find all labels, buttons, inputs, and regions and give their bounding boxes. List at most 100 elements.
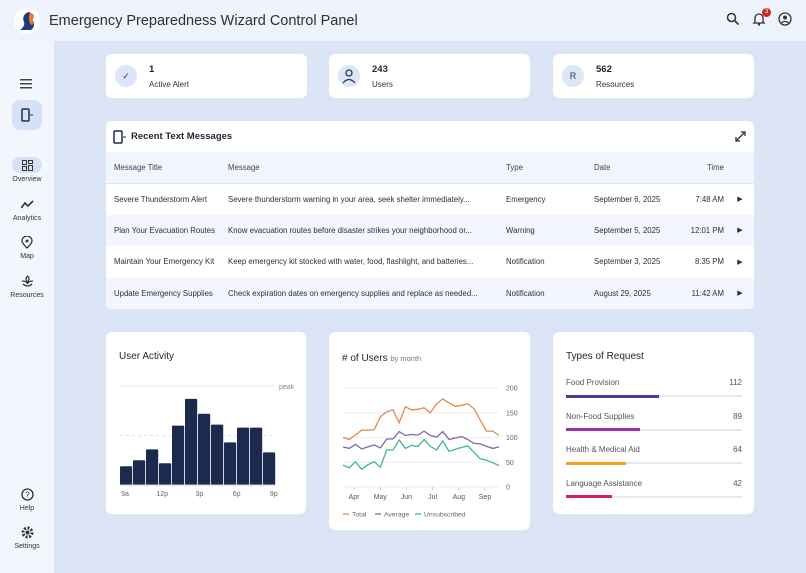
activity-bar bbox=[133, 460, 146, 485]
table-cell: 7:48 AM bbox=[695, 194, 724, 204]
chevron-right-icon[interactable]: ▶ bbox=[737, 227, 743, 235]
check-icon: ✓ bbox=[115, 65, 137, 87]
request-label: Health & Medical Aid bbox=[566, 445, 640, 454]
x-tick-label: Apr bbox=[349, 494, 361, 501]
activity-bar bbox=[146, 449, 159, 485]
table-row[interactable]: Update Emergency Supplies Check expiratio… bbox=[106, 277, 754, 309]
table-cell: August 29, 2025 bbox=[594, 277, 674, 309]
request-label: Food Provision bbox=[566, 378, 620, 387]
x-tick-label: 9a bbox=[121, 491, 129, 498]
app-logo bbox=[14, 7, 40, 34]
progress-fill bbox=[566, 495, 612, 498]
user-icon bbox=[338, 65, 360, 87]
column-header[interactable]: Type bbox=[506, 152, 594, 184]
sidebar-item-label: Analytics bbox=[12, 215, 41, 222]
chevron-right-icon[interactable]: ▶ bbox=[737, 290, 743, 298]
table-cell: Keep emergency kit stocked with water, f… bbox=[228, 257, 474, 267]
sidebar-item-label: Resources bbox=[10, 292, 44, 299]
trend-icon bbox=[12, 196, 42, 212]
stat-value: 243 bbox=[372, 63, 388, 75]
card-title: Types of Request bbox=[566, 351, 644, 362]
table-cell: Severe thunderstorm warning in your area… bbox=[228, 194, 470, 204]
table-cell: Know evacuation routes before disaster s… bbox=[228, 214, 506, 246]
stat-label: Users bbox=[372, 79, 393, 89]
chevron-right-icon[interactable]: ▶ bbox=[737, 196, 743, 203]
progress-track bbox=[566, 495, 742, 498]
expand-icon[interactable] bbox=[735, 131, 746, 142]
x-tick-label: 12p bbox=[156, 491, 168, 498]
plant-icon bbox=[12, 273, 42, 289]
svg-text:?: ? bbox=[25, 490, 30, 499]
column-header[interactable]: Message bbox=[228, 152, 506, 184]
grid-icon bbox=[12, 157, 42, 173]
sidebar-item-label: Help bbox=[19, 505, 35, 512]
request-label: Non-Food Supplies bbox=[566, 411, 635, 421]
column-header[interactable]: Date bbox=[594, 152, 674, 184]
stat-card-active-alert: ✓ 1 Active Alert bbox=[106, 54, 307, 98]
sidebar-item-label: Settings bbox=[14, 543, 40, 550]
activity-bar bbox=[263, 452, 276, 485]
request-type-item: Non-Food Supplies 89 bbox=[566, 412, 742, 431]
x-tick-label: Sep bbox=[479, 494, 492, 501]
chart-title: # of Users bbox=[342, 353, 388, 364]
notifications-button[interactable]: 3 bbox=[752, 8, 771, 28]
x-tick-label: 9p bbox=[270, 491, 278, 498]
x-tick-label: Jul bbox=[428, 494, 437, 501]
app-header: Emergency Preparedness Wizard Control Pa… bbox=[0, 0, 806, 41]
peak-label: peak bbox=[279, 384, 295, 391]
sidebar-item-analytics[interactable]: Analytics bbox=[0, 196, 54, 222]
table-cell: Plan Your Evacuation Routes bbox=[106, 214, 228, 246]
chart-subtitle: by month bbox=[390, 354, 422, 363]
search-icon[interactable] bbox=[726, 12, 742, 28]
stat-value: 1 bbox=[149, 63, 155, 75]
x-tick-label: 3p bbox=[196, 491, 204, 498]
help-icon: ? bbox=[12, 486, 42, 502]
y-tick-label: 200 bbox=[506, 386, 518, 393]
sidebar-item-overview[interactable]: Overview bbox=[0, 157, 54, 183]
messages-table: Message Title Message Type Date Time Sev… bbox=[106, 152, 754, 309]
table-row[interactable]: Maintain Your Emergency Kit Keep emergenc… bbox=[106, 246, 754, 278]
compose-message-button[interactable] bbox=[12, 100, 42, 130]
table-row[interactable]: Plan Your Evacuation Routes Know evacuati… bbox=[106, 214, 754, 246]
series-line-total bbox=[342, 398, 500, 441]
user-activity-card: User Activity peak 9a 12p 3p 6p 9p bbox=[106, 332, 306, 514]
phone-send-icon bbox=[113, 129, 126, 144]
y-tick-label: 0 bbox=[506, 485, 510, 492]
sidebar-item-label: Overview bbox=[12, 176, 42, 183]
settings-button[interactable]: Settings bbox=[0, 524, 54, 550]
activity-bar bbox=[198, 413, 211, 485]
column-header[interactable]: Time bbox=[674, 152, 726, 184]
legend-label: Unsubscribed bbox=[424, 512, 466, 519]
activity-bar bbox=[120, 466, 133, 485]
chevron-right-icon[interactable]: ▶ bbox=[737, 258, 743, 266]
request-type-item: Language Assistance 42 bbox=[566, 479, 742, 498]
table-cell: Warning bbox=[506, 214, 594, 246]
series-line-unsubscribed bbox=[342, 438, 500, 471]
account-icon[interactable] bbox=[778, 12, 794, 28]
sidebar-item-resources[interactable]: Resources bbox=[0, 273, 54, 299]
progress-track bbox=[566, 394, 742, 398]
types-of-request-card: Types of Request Food Provision 112 Non-Fo… bbox=[553, 332, 754, 514]
map-pin-icon bbox=[12, 234, 42, 250]
progress-track bbox=[566, 428, 742, 431]
request-type-item: Health & Medical Aid 64 bbox=[566, 445, 742, 465]
table-cell: Severe Thunderstorm Alert bbox=[114, 194, 208, 204]
phone-send-icon bbox=[21, 108, 33, 122]
x-tick-label: Aug bbox=[453, 494, 466, 501]
table-cell: 12:01 PM bbox=[674, 214, 726, 246]
stat-label: Resources bbox=[596, 79, 635, 89]
chart-title: User Activity bbox=[119, 351, 175, 362]
table-row[interactable]: Severe Thunderstorm Alert Severe thunders… bbox=[106, 183, 754, 215]
table-cell: Update Emergency Supplies bbox=[106, 277, 228, 309]
help-button[interactable]: ? Help bbox=[0, 486, 54, 512]
column-header[interactable]: Message Title bbox=[106, 152, 228, 184]
activity-bar bbox=[211, 424, 224, 485]
table-cell: September 6, 2025 bbox=[594, 194, 661, 204]
users-line-chart: 0 50 100 150 200 Apr May Jun Jul Aug Sep Total Avera… bbox=[342, 386, 518, 519]
activity-bar bbox=[172, 425, 185, 485]
notification-badge: 3 bbox=[762, 8, 771, 17]
sidebar-item-map[interactable]: Map bbox=[0, 234, 54, 260]
activity-bar bbox=[237, 427, 250, 485]
menu-icon[interactable] bbox=[20, 76, 34, 94]
request-count: 112 bbox=[729, 378, 742, 387]
